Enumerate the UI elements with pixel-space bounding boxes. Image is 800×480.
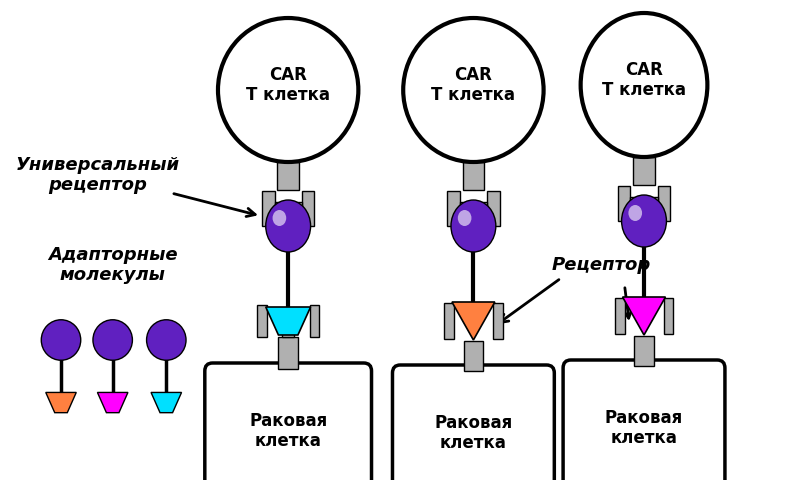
- Bar: [274, 202, 302, 214]
- Text: Универсальный
рецептор: Универсальный рецептор: [16, 156, 180, 194]
- Bar: [262, 191, 274, 226]
- Ellipse shape: [273, 210, 286, 226]
- Bar: [618, 185, 630, 220]
- Bar: [634, 336, 654, 366]
- Ellipse shape: [42, 320, 81, 360]
- Polygon shape: [266, 307, 310, 335]
- FancyBboxPatch shape: [563, 360, 725, 480]
- Ellipse shape: [629, 205, 642, 221]
- Polygon shape: [46, 393, 76, 413]
- Text: Адапторные
молекулы: Адапторные молекулы: [48, 246, 178, 284]
- Bar: [278, 162, 299, 190]
- Text: CAR
Т клетка: CAR Т клетка: [602, 60, 686, 99]
- Bar: [464, 341, 483, 371]
- Bar: [302, 191, 314, 226]
- Bar: [493, 303, 502, 339]
- Bar: [278, 337, 298, 369]
- Text: Рецептор: Рецептор: [551, 256, 650, 274]
- Text: CAR
Т клетка: CAR Т клетка: [431, 66, 515, 104]
- Ellipse shape: [266, 200, 310, 252]
- Bar: [658, 185, 670, 220]
- Ellipse shape: [581, 13, 707, 157]
- Ellipse shape: [622, 195, 666, 247]
- Bar: [460, 202, 487, 214]
- Bar: [663, 298, 674, 334]
- Bar: [310, 305, 319, 337]
- Text: Раковая
клетка: Раковая клетка: [434, 414, 513, 452]
- Ellipse shape: [218, 18, 358, 162]
- FancyBboxPatch shape: [205, 363, 371, 480]
- Bar: [487, 191, 500, 226]
- Bar: [630, 197, 658, 209]
- Ellipse shape: [451, 200, 496, 252]
- Polygon shape: [151, 393, 182, 413]
- FancyBboxPatch shape: [393, 365, 554, 480]
- Bar: [614, 298, 625, 334]
- Bar: [282, 323, 294, 337]
- Text: Раковая
клетка: Раковая клетка: [605, 408, 683, 447]
- Text: Раковая
клетка: Раковая клетка: [249, 411, 327, 450]
- Polygon shape: [452, 302, 495, 340]
- Polygon shape: [622, 297, 666, 335]
- Ellipse shape: [458, 210, 471, 226]
- Bar: [462, 162, 484, 190]
- Bar: [444, 303, 454, 339]
- Ellipse shape: [146, 320, 186, 360]
- Bar: [634, 157, 654, 185]
- Polygon shape: [98, 393, 128, 413]
- Bar: [447, 191, 460, 226]
- Bar: [257, 305, 266, 337]
- Ellipse shape: [403, 18, 543, 162]
- Text: CAR
Т клетка: CAR Т клетка: [246, 66, 330, 104]
- Ellipse shape: [93, 320, 133, 360]
